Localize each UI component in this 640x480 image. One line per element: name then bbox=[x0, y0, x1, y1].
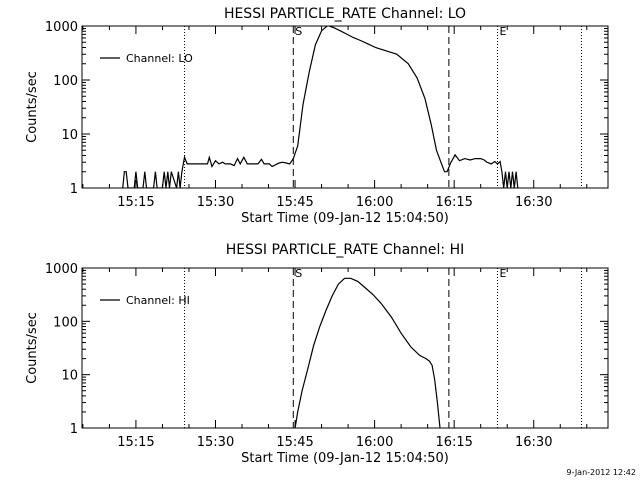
y-tick-label: 10 bbox=[61, 128, 78, 143]
x-tick-label: 15:45 bbox=[276, 195, 313, 210]
x-tick-label: 15:30 bbox=[197, 195, 234, 210]
x-tick-label: 15:30 bbox=[197, 435, 234, 450]
x-axis-label-lo: Start Time (09-Jan-12 15:04:50) bbox=[241, 211, 449, 226]
y-tick-label: 1000 bbox=[45, 262, 78, 277]
y-tick-label: 100 bbox=[53, 315, 78, 330]
plot-timestamp: 9-Jan-2012 12:42 bbox=[566, 468, 636, 477]
x-tick-label: 15:45 bbox=[276, 435, 313, 450]
legend-entry-hi: Channel: HI bbox=[126, 294, 190, 307]
y-tick-label: 100 bbox=[53, 74, 78, 89]
marker-label-s: S bbox=[295, 25, 302, 38]
plot-frame-lo bbox=[81, 25, 609, 189]
x-tick-label: 16:30 bbox=[515, 435, 552, 450]
chart-panel-hi: HESSI PARTICLE_RATE Channel: HI 1 10 100 100… bbox=[25, 242, 609, 466]
plot-frame-hi bbox=[81, 267, 609, 429]
legend-entry-lo: Channel: LO bbox=[126, 52, 193, 65]
chart-panel-lo: HESSI PARTICLE_RATE Channel: LO 1 10 100 100… bbox=[25, 6, 609, 226]
chart-title-hi: HESSI PARTICLE_RATE Channel: HI bbox=[226, 242, 464, 258]
y-tick-label: 1 bbox=[70, 182, 78, 197]
x-tick-label: 16:15 bbox=[435, 435, 472, 450]
y-tick-label: 1000 bbox=[45, 20, 78, 35]
x-tick-label: 16:30 bbox=[515, 195, 552, 210]
x-tick-label: 16:15 bbox=[435, 195, 472, 210]
marker-label-e: E bbox=[499, 267, 506, 280]
chart-title-lo: HESSI PARTICLE_RATE Channel: LO bbox=[224, 6, 466, 22]
x-tick-label: 16:00 bbox=[356, 195, 393, 210]
marker-label-s: S bbox=[295, 267, 302, 280]
y-axis-label-lo: Counts/sec bbox=[25, 71, 40, 143]
marker-label-e: E bbox=[499, 25, 506, 38]
x-axis-label-hi: Start Time (09-Jan-12 15:04:50) bbox=[241, 451, 449, 466]
x-tick-label: 15:15 bbox=[117, 435, 154, 450]
y-tick-label: 1 bbox=[70, 422, 78, 437]
series-line-lo bbox=[122, 26, 519, 188]
y-tick-label: 10 bbox=[61, 369, 78, 384]
series-line-hi bbox=[294, 277, 441, 428]
x-tick-label: 16:00 bbox=[356, 435, 393, 450]
y-axis-label-hi: Counts/sec bbox=[25, 312, 40, 384]
x-tick-label: 15:15 bbox=[117, 195, 154, 210]
